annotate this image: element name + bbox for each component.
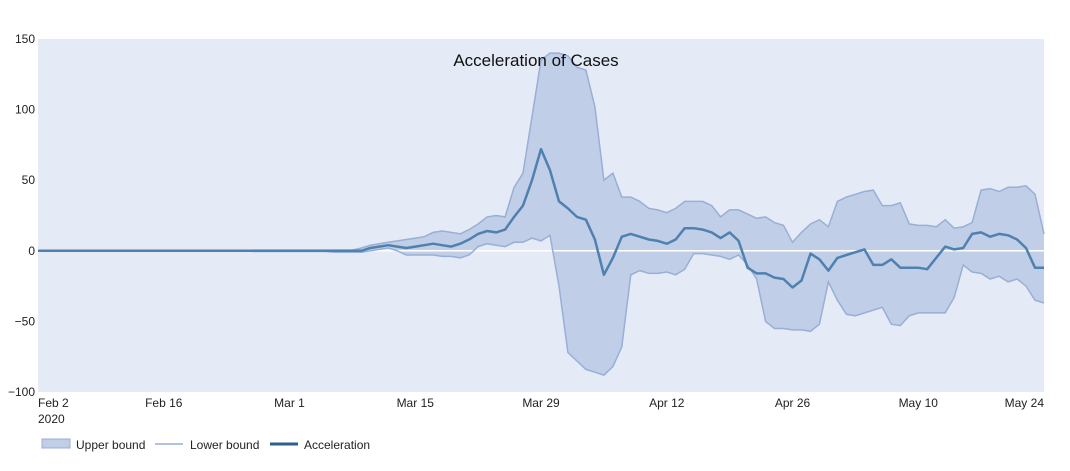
- y-tick-label: −100: [8, 385, 35, 399]
- x-axis-ticks: Feb 2 Feb 16 Mar 1 Mar 15 Mar 29 Apr 12 Apr 26…: [38, 396, 1044, 426]
- legend-label-lower-bound: Lower bound: [190, 438, 259, 452]
- x-tick-label: Apr 12: [649, 396, 685, 410]
- y-tick-label: 150: [15, 32, 35, 46]
- legend-label-acceleration: Acceleration: [304, 438, 370, 452]
- legend-label-upper-bound: Upper bound: [76, 438, 145, 452]
- legend-swatch-upper-bound: [41, 438, 71, 449]
- x-tick-label: Feb 2: [38, 396, 69, 410]
- x-tick-label: Mar 15: [397, 396, 435, 410]
- x-tick-label: May 10: [899, 396, 939, 410]
- y-tick-label: 50: [22, 173, 36, 187]
- x-tick-label: May 24: [1005, 396, 1045, 410]
- chart-title: Acceleration of Cases: [453, 51, 618, 70]
- y-axis-ticks: −100 −50 0 50 100 150: [8, 32, 35, 399]
- y-tick-label: 0: [28, 244, 35, 258]
- upper-bound-line: [38, 52, 1045, 252]
- band-area: [38, 53, 1044, 376]
- x-tick-label: Apr 26: [775, 396, 811, 410]
- x-tick-label: Feb 16: [145, 396, 183, 410]
- y-tick-label: 100: [15, 103, 35, 117]
- series-lines: [38, 52, 1045, 376]
- confidence-band: [38, 53, 1044, 376]
- x-tick-label: Mar 29: [522, 396, 560, 410]
- legend: Upper bound Lower bound Acceleration: [41, 438, 370, 452]
- acceleration-line: [38, 147, 1044, 289]
- x-tick-label: Mar 1: [274, 396, 305, 410]
- y-tick-label: −50: [15, 314, 36, 328]
- x-tick-year-label: 2020: [38, 412, 65, 426]
- lower-bound-line: [38, 234, 1045, 376]
